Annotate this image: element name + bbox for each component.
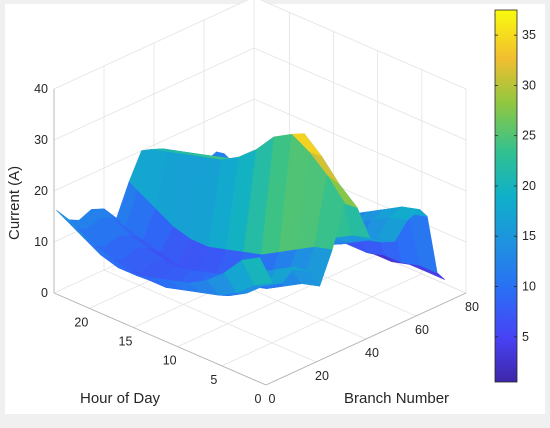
y-tick-label: 0 [255, 392, 262, 406]
grid-line [221, 273, 423, 367]
x-tick-labels: 0 20 40 60 80 [269, 300, 479, 406]
x-tick-label: 0 [269, 392, 276, 406]
y-tick-label: 15 [119, 335, 133, 349]
z-tick-label: 0 [41, 286, 48, 300]
x-tick-label: 80 [465, 300, 479, 314]
z-tick-labels: 0 10 20 30 40 [34, 82, 48, 300]
x-tick-label: 20 [315, 369, 329, 383]
colorbar [494, 9, 518, 383]
y-tick-labels: 0 5 10 15 20 [74, 315, 261, 406]
z-tick-label: 30 [34, 133, 48, 147]
colorbar-tick-label: 10 [522, 279, 536, 293]
x-tick-label: 60 [415, 323, 429, 337]
colorbar-tick-label: 35 [522, 28, 536, 42]
colorbar-ticks: 5 10 15 20 25 30 35 [495, 28, 536, 344]
surface-patch [241, 257, 273, 286]
y-tick-label: 10 [163, 354, 177, 368]
surface-mesh [56, 133, 446, 297]
x-axis-line [265, 292, 467, 386]
colorbar-tick-label: 30 [522, 78, 536, 92]
colorbar-tick-label: 15 [522, 229, 536, 243]
grid-line [177, 254, 378, 348]
y-tick-label: 5 [210, 373, 217, 387]
y-tick-label: 20 [74, 315, 88, 329]
colorbar-tick-label: 5 [522, 330, 529, 344]
y-axis-line [53, 292, 267, 386]
z-tick-label: 40 [34, 82, 48, 96]
axis-frame [53, 89, 467, 386]
colorbar-tick-label: 20 [522, 179, 536, 193]
x-tick-label: 40 [365, 346, 379, 360]
z-tick-label: 10 [34, 235, 48, 249]
colorbar-tick-label: 25 [522, 129, 536, 143]
y-axis-label: Hour of Day [80, 390, 161, 407]
z-axis-label: Current (A) [6, 166, 23, 240]
x-axis-label: Branch Number [344, 390, 449, 407]
z-tick-label: 20 [34, 184, 48, 198]
